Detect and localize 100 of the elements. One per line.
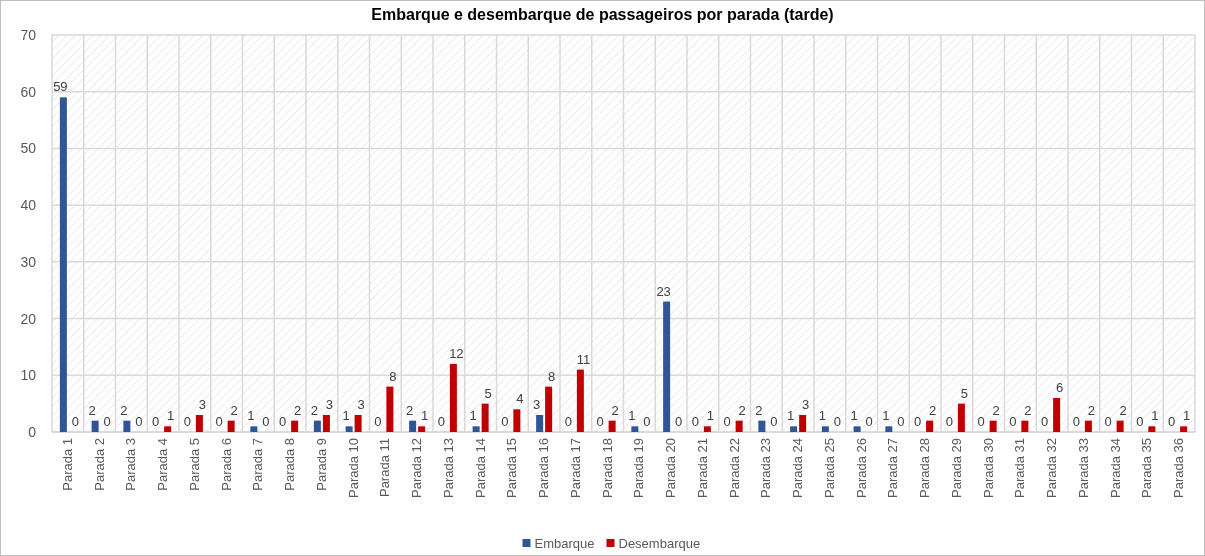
data-label: 2 (120, 402, 128, 418)
bar (513, 409, 521, 432)
data-label: 1 (628, 408, 636, 424)
bar (926, 420, 934, 432)
data-label: 1 (167, 408, 175, 424)
bar (576, 369, 584, 432)
data-label: 0 (643, 414, 651, 429)
data-label: 3 (802, 396, 810, 412)
y-tick-label: 50 (20, 140, 37, 157)
data-label: 0 (1009, 414, 1017, 429)
x-tick-label: Parada 23 (758, 438, 774, 498)
x-tick-label: Parada 29 (948, 438, 964, 498)
data-label: 5 (960, 385, 968, 401)
data-label: 2 (1087, 402, 1095, 418)
bar (472, 426, 480, 432)
y-tick-label: 30 (20, 253, 37, 270)
data-label: 0 (1104, 414, 1112, 429)
data-label: 2 (738, 402, 746, 418)
x-tick-label: Parada 15 (504, 438, 520, 498)
data-label: 0 (833, 414, 841, 429)
y-tick-label: 40 (20, 197, 37, 214)
data-label: 0 (865, 414, 873, 429)
x-tick-label: Parada 27 (885, 438, 901, 498)
x-tick-label: Parada 13 (440, 438, 456, 498)
x-tick-label: Parada 7 (250, 438, 266, 491)
x-tick-label: Parada 12 (409, 438, 425, 498)
x-tick-label: Parada 21 (694, 438, 710, 498)
bar (123, 420, 131, 432)
x-tick-label: Parada 36 (1171, 438, 1187, 498)
bar (799, 414, 807, 432)
data-label: 3 (357, 396, 365, 412)
data-label: 0 (501, 414, 509, 429)
data-label: 0 (152, 414, 160, 429)
y-tick-label: 60 (20, 83, 37, 100)
data-label: 0 (103, 414, 111, 429)
x-tick-label: Parada 8 (282, 438, 298, 491)
bar (790, 426, 798, 432)
data-label: 2 (929, 402, 937, 418)
data-label: 0 (914, 414, 922, 429)
data-label: 2 (406, 402, 414, 418)
data-label: 0 (1072, 414, 1080, 429)
y-tick-label: 0 (28, 424, 37, 440)
data-label: 4 (516, 391, 524, 407)
data-label: 0 (945, 414, 953, 429)
legend-label: Desembarque (618, 536, 701, 551)
x-tick-label: Parada 22 (726, 438, 742, 498)
data-label: 6 (1056, 379, 1064, 395)
bar (545, 386, 553, 432)
data-label: 0 (691, 414, 699, 429)
data-label: 0 (770, 414, 778, 429)
x-tick-label: Parada 1 (59, 438, 75, 491)
bar (291, 420, 299, 432)
y-tick-label: 10 (20, 367, 37, 384)
data-label: 1 (882, 408, 890, 424)
x-tick-label: Parada 11 (377, 438, 393, 498)
data-label: 12 (449, 345, 464, 361)
x-tick-label: Parada 10 (345, 438, 361, 498)
bar (91, 420, 99, 432)
data-label: 2 (1024, 402, 1032, 418)
data-label: 2 (310, 402, 318, 418)
data-label: 1 (706, 408, 714, 424)
data-label: 23 (656, 283, 671, 299)
bar (758, 420, 766, 432)
data-label: 0 (437, 414, 445, 429)
y-tick-label: 70 (20, 27, 37, 43)
legend-label: Embarque (534, 536, 595, 551)
bar (1084, 420, 1092, 432)
bar (322, 414, 330, 432)
data-label: 11 (576, 351, 591, 367)
bar (1116, 420, 1124, 432)
data-label: 1 (818, 408, 826, 424)
data-label: 3 (325, 396, 333, 412)
x-tick-label: Parada 14 (472, 438, 488, 498)
x-tick-label: Parada 31 (1012, 438, 1028, 498)
data-label: 0 (1136, 414, 1144, 429)
chart-title: Embarque e desembarque de passageiros por parada (tarde) (371, 6, 834, 23)
x-tick-label: Parada 28 (917, 438, 933, 498)
x-tick-label: Parada 30 (980, 438, 996, 498)
data-label: 0 (262, 414, 270, 429)
bar (631, 426, 639, 432)
bar (195, 414, 203, 432)
x-tick-label: Parada 6 (218, 438, 234, 491)
data-label: 1 (421, 408, 429, 424)
bar (418, 426, 426, 432)
data-label: 8 (389, 368, 397, 384)
bar (354, 414, 362, 432)
data-label: 5 (484, 385, 492, 401)
data-label: 0 (564, 414, 572, 429)
x-tick-label: Parada 2 (91, 438, 107, 491)
data-label: 1 (469, 408, 477, 424)
data-label: 0 (374, 414, 382, 429)
data-label: 2 (230, 402, 238, 418)
data-label: 1 (1151, 408, 1159, 424)
data-label: 0 (675, 414, 683, 429)
x-tick-label: Parada 4 (155, 438, 171, 491)
bar (1180, 426, 1188, 432)
data-label: 0 (723, 414, 731, 429)
bar (536, 414, 544, 432)
data-label: 0 (183, 414, 191, 429)
data-label: 2 (992, 402, 1000, 418)
